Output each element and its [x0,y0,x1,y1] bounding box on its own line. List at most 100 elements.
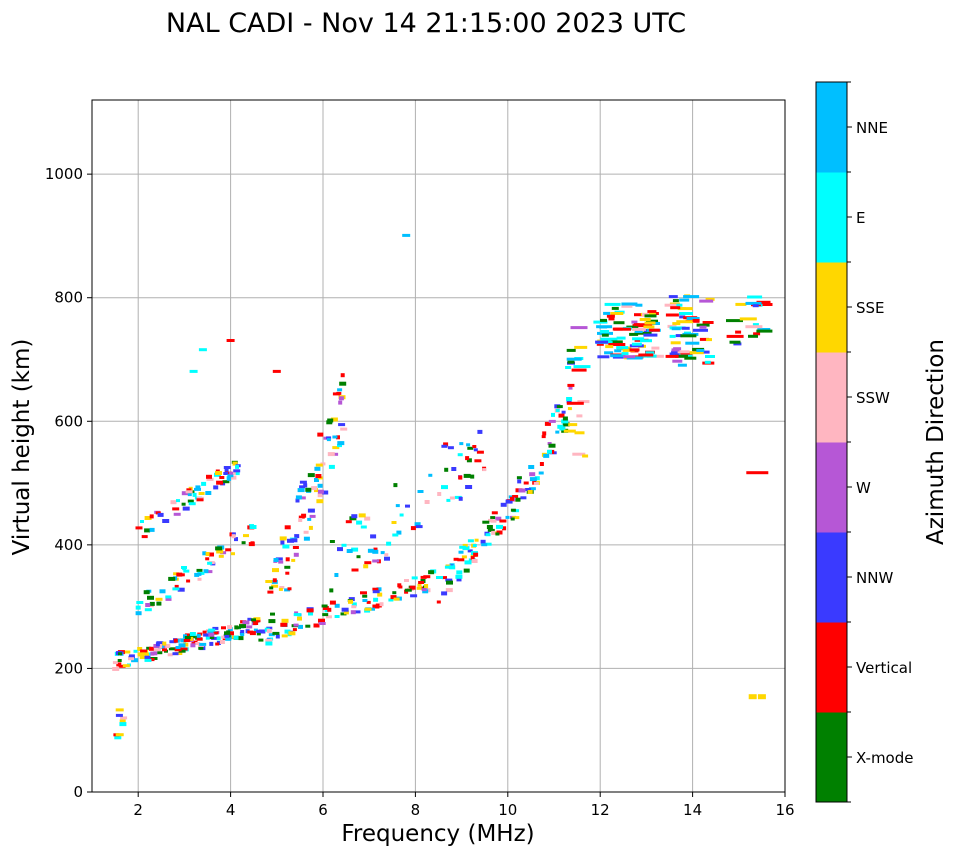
echo-point [173,512,181,516]
echo-point [297,488,305,493]
echo-point [194,572,200,577]
echo-point [334,603,340,608]
echo-point [311,486,318,491]
y-tick-label: 0 [73,783,83,801]
echo-point [699,337,709,341]
echo-point [676,303,683,307]
echo-point [643,333,658,337]
echo-point [272,369,281,373]
echo-point [265,580,273,583]
echo-point [115,713,123,717]
echo-point [180,638,187,643]
echo-point [638,353,654,357]
echo-point [409,585,416,590]
echo-point [190,643,196,648]
echo-point [291,558,296,562]
echo-point [201,481,207,486]
echo-point [177,573,185,577]
echo-point [209,552,214,557]
echo-point [351,547,359,552]
echo-point [608,317,615,321]
y-axis-ticks: 0 200 400 600 800 1000 [45,165,92,801]
echo-point [153,648,161,652]
echo-point [272,631,280,635]
echo-point [566,397,573,401]
echo-point [307,508,315,513]
x-tick-label: 8 [411,801,421,819]
echo-point [185,490,193,494]
echo-point [139,656,147,660]
echo-point [213,485,219,490]
echo-point [291,538,298,543]
echo-point [143,590,150,595]
echo-point [621,304,633,308]
echo-point [704,360,711,364]
echo-point [606,314,615,318]
x-axis-label: Frequency (MHz) [341,821,534,847]
echo-point [135,526,143,530]
echo-point [392,591,397,595]
echo-point [614,349,622,353]
echo-point [279,536,287,541]
echo-point [329,588,334,593]
echo-point [169,640,177,644]
echo-point [156,601,162,606]
echo-point [442,576,447,580]
echo-point [608,343,626,346]
echo-point [629,348,640,352]
echo-point [146,652,154,656]
echo-point [189,632,196,636]
echo-point [124,650,131,654]
echo-point [203,569,209,574]
echo-point [137,652,145,657]
echo-point [748,694,757,700]
echo-point [681,326,690,330]
echo-point [524,488,531,491]
echo-point [495,532,500,536]
echo-point [303,483,308,488]
echo-point [596,342,604,346]
echo-point [512,495,519,498]
echo-point [706,338,712,342]
echo-point [516,476,522,480]
colorbar: X-mode Vertical NNW W SSW SSE E NNE [815,81,913,803]
echo-point [275,634,280,639]
echo-point [529,472,536,477]
echo-point [117,659,122,662]
echo-point [679,298,690,302]
echo-point [298,518,303,522]
echo-point [395,504,400,508]
echo-point [745,301,762,305]
echo-point [484,542,492,546]
echo-point [135,605,141,610]
echo-point [485,533,491,537]
echo-point [528,487,536,491]
echo-point [273,558,279,562]
echo-point [225,471,233,475]
echo-point [487,528,495,532]
echo-point [297,616,302,621]
echo-point [574,431,585,435]
echo-point [215,546,223,551]
colorbar-segment [816,622,847,713]
colorbar-tick-label: NNW [856,569,893,587]
x-tick-label: 4 [226,801,236,819]
echo-point [557,424,564,429]
echo-point [133,649,138,653]
echo-point [349,516,357,521]
echo-point [221,635,228,639]
echo-point [599,325,608,329]
echo-point [558,413,565,418]
echo-point [287,538,294,543]
echo-point [153,651,158,656]
echo-point [337,547,343,552]
y-axis-label: Virtual height (km) [9,339,35,556]
y-tick-label: 400 [54,536,83,554]
echo-point [195,642,201,645]
echo-point [206,477,214,481]
echo-point [510,508,516,512]
colorbar-tick-label: SSW [856,389,890,407]
echo-point [454,495,462,499]
echo-point [616,346,629,350]
x-tick-label: 12 [591,801,610,819]
